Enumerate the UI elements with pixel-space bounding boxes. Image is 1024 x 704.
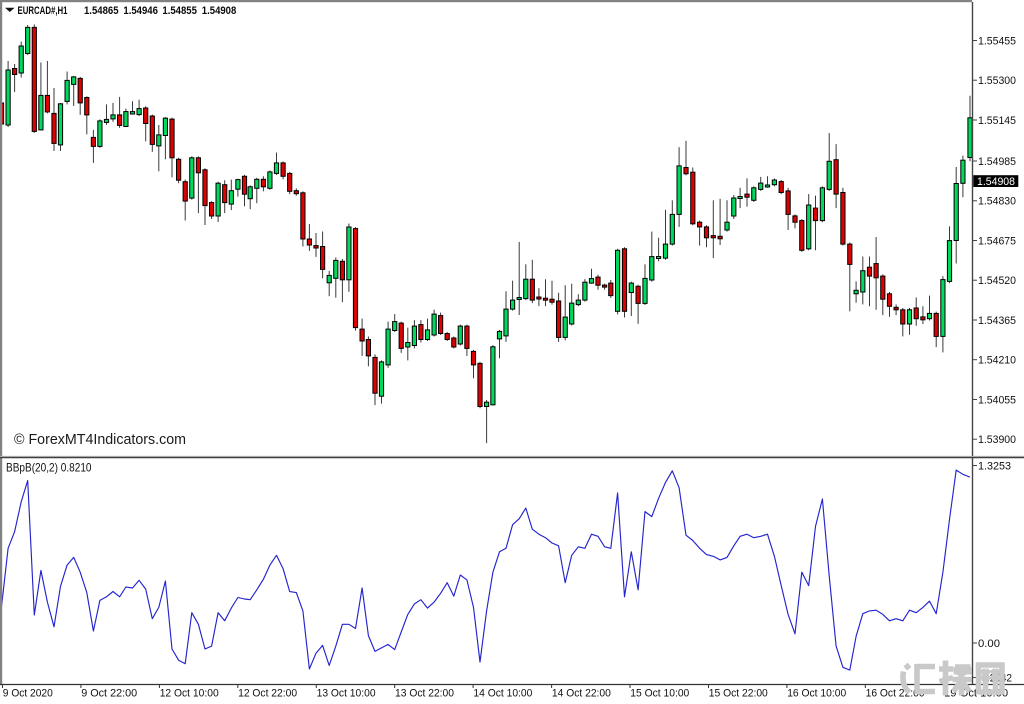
svg-text:9 Oct 2020: 9 Oct 2020 [3, 688, 53, 700]
svg-text:1.54855: 1.54855 [162, 5, 197, 17]
svg-text:1.55455: 1.55455 [978, 35, 1016, 47]
svg-text:1.54946: 1.54946 [123, 5, 157, 17]
svg-text:1.54055: 1.54055 [978, 394, 1016, 406]
svg-text:© ForexMT4Indicators.com: © ForexMT4Indicators.com [14, 432, 186, 448]
svg-text:12 Oct 10:00: 12 Oct 10:00 [160, 688, 219, 700]
svg-text:EURCAD#,H1: EURCAD#,H1 [18, 5, 68, 17]
svg-text:1.54675: 1.54675 [978, 235, 1016, 247]
svg-text:1.54210: 1.54210 [978, 355, 1016, 367]
svg-text:14 Oct 22:00: 14 Oct 22:00 [552, 688, 611, 700]
svg-text:1.54365: 1.54365 [978, 315, 1016, 327]
svg-text:16 Oct 10:00: 16 Oct 10:00 [787, 688, 846, 700]
svg-text:15 Oct 10:00: 15 Oct 10:00 [630, 688, 689, 700]
svg-text:0.00: 0.00 [978, 638, 1000, 650]
svg-text:1.54908: 1.54908 [202, 5, 237, 17]
svg-text:12 Oct 22:00: 12 Oct 22:00 [238, 688, 297, 700]
svg-text:1.54520: 1.54520 [978, 275, 1016, 287]
svg-text:1.3253: 1.3253 [978, 460, 1011, 472]
svg-text:14 Oct 10:00: 14 Oct 10:00 [473, 688, 532, 700]
svg-text:1.55145: 1.55145 [978, 115, 1016, 127]
svg-text:15 Oct 22:00: 15 Oct 22:00 [709, 688, 768, 700]
svg-text:9 Oct 22:00: 9 Oct 22:00 [81, 688, 137, 700]
svg-text:1.54865: 1.54865 [84, 5, 119, 17]
svg-text:BBpB(20,2) 0.8210: BBpB(20,2) 0.8210 [6, 461, 92, 475]
svg-text:1.54908: 1.54908 [977, 176, 1015, 188]
svg-text:1.55300: 1.55300 [978, 75, 1016, 87]
svg-text:13 Oct 22:00: 13 Oct 22:00 [395, 688, 454, 700]
svg-text:1.54830: 1.54830 [978, 196, 1016, 208]
svg-text:1.54985: 1.54985 [978, 156, 1016, 168]
svg-text:1.53900: 1.53900 [978, 434, 1016, 446]
svg-text:13 Oct 10:00: 13 Oct 10:00 [317, 688, 376, 700]
